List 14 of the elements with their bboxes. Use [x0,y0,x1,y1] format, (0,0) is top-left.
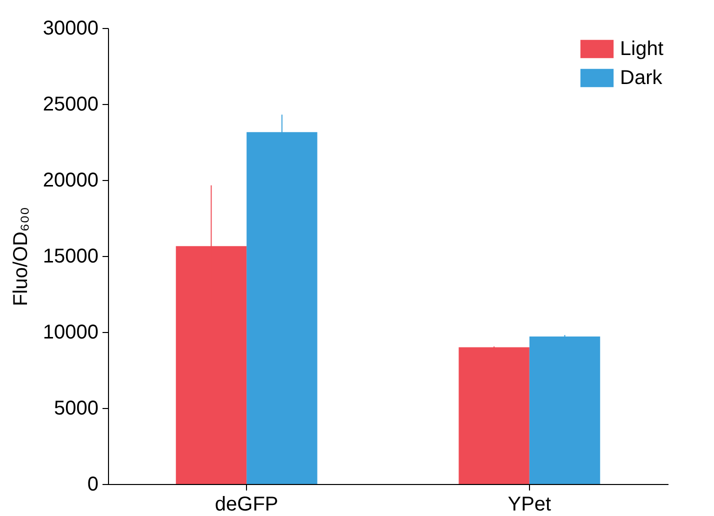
legend-label: Light [620,38,664,60]
y-tick-label: 5000 [54,398,98,420]
y-tick-label: 10000 [42,322,98,344]
x-tick-label: YPet [508,494,552,516]
y-axis-title: Fluo/OD₆₀₀ [10,206,32,306]
y-tick-label: 15000 [42,246,98,268]
y-tick-label: 20000 [42,170,98,192]
y-tick-label: 30000 [42,18,98,40]
y-tick-label: 25000 [42,94,98,116]
legend-label: Dark [620,67,664,89]
x-tick-label: deGFP [214,494,278,516]
y-tick-label: 0 [87,474,98,496]
bar [529,336,600,484]
bar [458,347,530,484]
